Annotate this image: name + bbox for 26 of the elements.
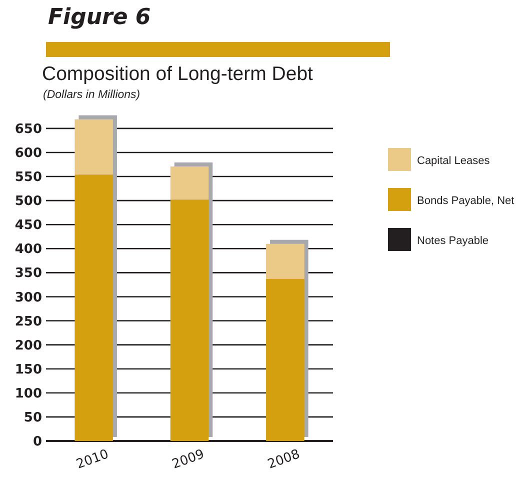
y-tick-label: 250: [14, 314, 42, 330]
chart-subtitle: (Dollars in Millions): [43, 89, 140, 101]
legend-label: Bonds Payable, Net: [417, 194, 514, 207]
bar: [170, 166, 209, 200]
y-tick-label: 0: [32, 434, 42, 450]
x-tick-label: 2009: [170, 447, 206, 472]
y-tick-label: 100: [14, 386, 42, 402]
bar: [74, 119, 113, 175]
bar: [266, 244, 304, 279]
y-tick-label: 500: [14, 194, 42, 210]
y-tick-label: 200: [14, 338, 42, 354]
y-tick-label: 650: [14, 122, 42, 137]
caption: Figure 6: [48, 5, 151, 30]
x-tick-label: 2008: [266, 447, 302, 472]
y-tick-label: 300: [14, 290, 42, 306]
y-tick-label: 550: [14, 170, 42, 186]
y-tick-label: 400: [14, 242, 42, 258]
chart-title: Composition of Long-term Debt: [42, 63, 314, 85]
y-tick-label: 450: [14, 218, 42, 234]
x-tick-label: 2010: [74, 447, 111, 472]
y-tick-label: 600: [14, 146, 42, 162]
y-tick-label: 150: [14, 362, 42, 378]
legend-label: Capital Leases: [417, 154, 490, 167]
y-tick-label: 50: [24, 410, 42, 426]
legend-label: Notes Payable: [417, 234, 489, 247]
y-tick-label: 350: [14, 266, 42, 282]
